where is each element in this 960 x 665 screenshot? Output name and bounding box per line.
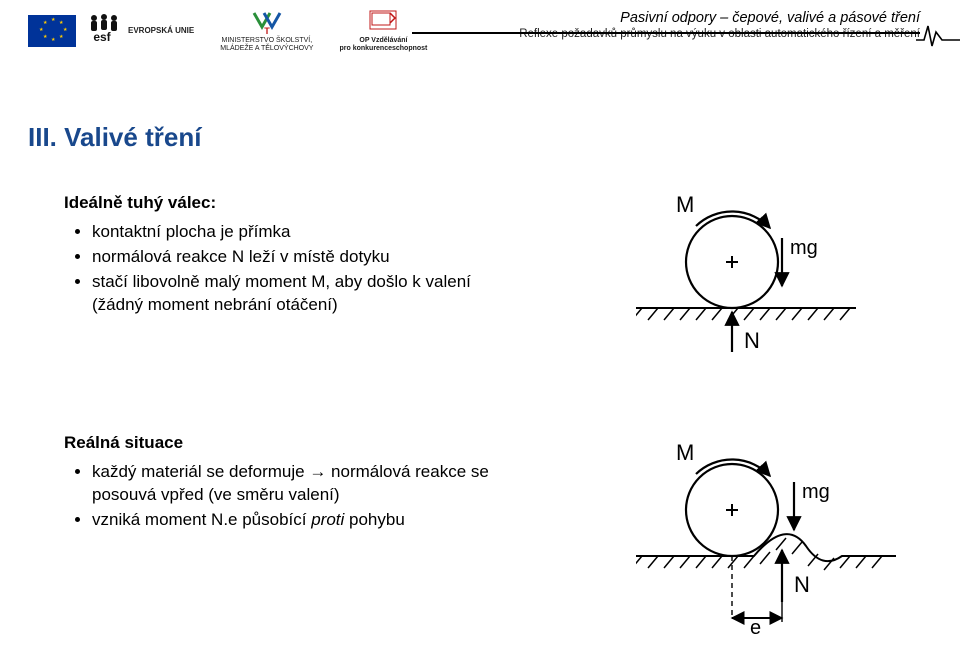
svg-text:esf: esf: [93, 30, 111, 44]
header-right: Pasivní odpory – čepové, valivé a pásové…: [519, 10, 920, 40]
page-header: ★ ★ ★ ★ ★ ★ ★ ★ esf: [0, 0, 960, 90]
real-heading: Reálná situace: [64, 432, 524, 455]
logo-row: ★ ★ ★ ★ ★ ★ ★ ★ esf: [28, 8, 427, 53]
eu-flag-icon: ★ ★ ★ ★ ★ ★ ★ ★: [28, 15, 76, 47]
list-text: pohybu: [344, 510, 405, 529]
label-N: N: [744, 328, 760, 353]
op-line1: OP Vzdělávání: [359, 37, 407, 44]
real-list: každý materiál se deformuje → normálová …: [64, 461, 524, 532]
label-M: M: [676, 440, 694, 465]
op-icon: [368, 9, 398, 35]
eu-logo-block: ★ ★ ★ ★ ★ ★ ★ ★ esf: [28, 8, 194, 53]
header-rule: [412, 32, 920, 34]
ministry-logo-block: T MINISTERSTVO ŠKOLSTVÍ, MLÁDEŽE A TĚLOV…: [220, 9, 313, 52]
ideal-block: Ideálně tuhý válec: kontaktní plocha je …: [64, 192, 484, 319]
label-mg: mg: [790, 237, 818, 259]
list-item: vzniká moment N.e působící proti pohybu: [92, 509, 524, 532]
ministry-icon: T: [250, 9, 284, 35]
eu-label: EVROPSKÁ UNIE: [128, 26, 194, 35]
list-item: stačí libovolně malý moment M, aby došlo…: [92, 271, 484, 317]
list-item: každý materiál se deformuje → normálová …: [92, 461, 524, 507]
list-item: normálová reakce N leží v místě dotyku: [92, 246, 484, 269]
ministry-line2: MLÁDEŽE A TĚLOVÝCHOVY: [220, 45, 313, 52]
esf-icon: esf: [82, 8, 122, 53]
list-item: kontaktní plocha je přímka: [92, 221, 484, 244]
label-M: M: [676, 192, 694, 217]
label-e: e: [750, 617, 761, 636]
ideal-heading: Ideálně tuhý válec:: [64, 192, 484, 215]
figure-real-cylinder: M mg N e: [636, 426, 896, 636]
real-block: Reálná situace každý materiál se deformu…: [64, 432, 524, 534]
op-logo-block: OP Vzdělávání pro konkurenceschopnost: [339, 9, 427, 52]
label-N: N: [794, 572, 810, 597]
label-mg: mg: [802, 481, 830, 503]
doc-subtitle: Reflexe požadavků průmyslu na výuku v ob…: [519, 28, 920, 40]
svg-text:T: T: [264, 26, 270, 35]
waveform-icon: [916, 18, 960, 48]
ministry-line1: MINISTERSTVO ŠKOLSTVÍ,: [222, 37, 313, 44]
list-text: každý materiál se deformuje → normálová …: [92, 462, 489, 504]
op-line2: pro konkurenceschopnost: [339, 45, 427, 52]
figure-ideal-cylinder: M mg N: [636, 178, 856, 358]
list-text: vzniká moment N.e působící: [92, 510, 311, 529]
doc-title: Pasivní odpory – čepové, valivé a pásové…: [519, 10, 920, 26]
ideal-list: kontaktní plocha je přímka normálová rea…: [64, 221, 484, 317]
list-italic: proti: [311, 510, 344, 529]
section-title: III. Valivé tření: [28, 122, 201, 153]
